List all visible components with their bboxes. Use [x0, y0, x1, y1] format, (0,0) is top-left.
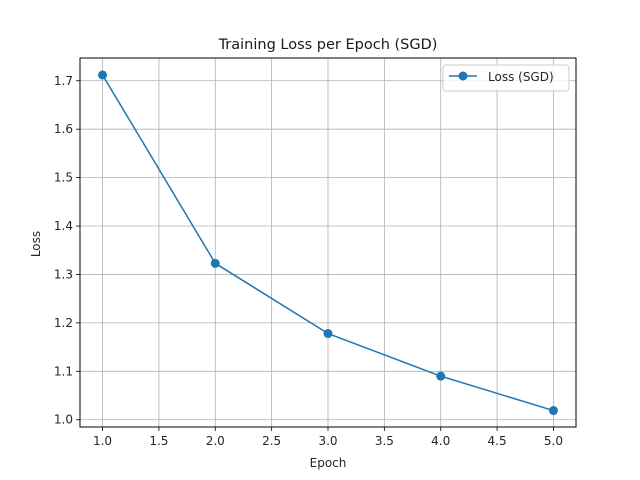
chart-title: Training Loss per Epoch (SGD) — [218, 37, 438, 53]
data-point — [548, 406, 558, 416]
x-tick-label: 4.0 — [431, 434, 450, 448]
grid — [80, 58, 576, 427]
y-tick-label: 1.1 — [54, 364, 73, 378]
y-tick-label: 1.5 — [54, 171, 73, 185]
x-axis-title: Epoch — [310, 456, 347, 470]
y-tick-label: 1.6 — [54, 122, 73, 136]
x-tick-label: 5.0 — [544, 434, 563, 448]
legend-box — [442, 64, 570, 92]
x-tick-label: 3.5 — [375, 434, 394, 448]
data-point — [323, 329, 333, 339]
y-tick-label: 1.2 — [54, 316, 73, 330]
data-point — [210, 258, 220, 268]
y-axis-ticks: 1.0 1.1 1.2 1.3 1.4 1.5 1.6 1.7 — [54, 74, 80, 427]
data-point — [98, 70, 108, 80]
x-tick-label: 2.0 — [206, 434, 225, 448]
y-tick-label: 1.7 — [54, 74, 73, 88]
x-tick-label: 1.5 — [149, 434, 168, 448]
legend: Loss (SGD) — [442, 64, 570, 92]
legend-label: Loss (SGD) — [488, 70, 554, 84]
legend-marker-sample — [458, 71, 468, 81]
y-tick-label: 1.3 — [54, 267, 73, 281]
x-tick-label: 4.5 — [488, 434, 507, 448]
x-axis-ticks: 1.0 1.5 2.0 2.5 3.0 3.5 4.0 4.5 5.0 — [93, 427, 563, 448]
x-tick-label: 3.0 — [318, 434, 337, 448]
y-tick-label: 1.0 — [54, 413, 73, 427]
x-tick-label: 1.0 — [93, 434, 112, 448]
x-tick-label: 2.5 — [262, 434, 281, 448]
data-point — [436, 371, 446, 381]
y-axis-title: Loss — [29, 231, 43, 257]
series-layer — [98, 70, 558, 416]
y-tick-label: 1.4 — [54, 219, 73, 233]
